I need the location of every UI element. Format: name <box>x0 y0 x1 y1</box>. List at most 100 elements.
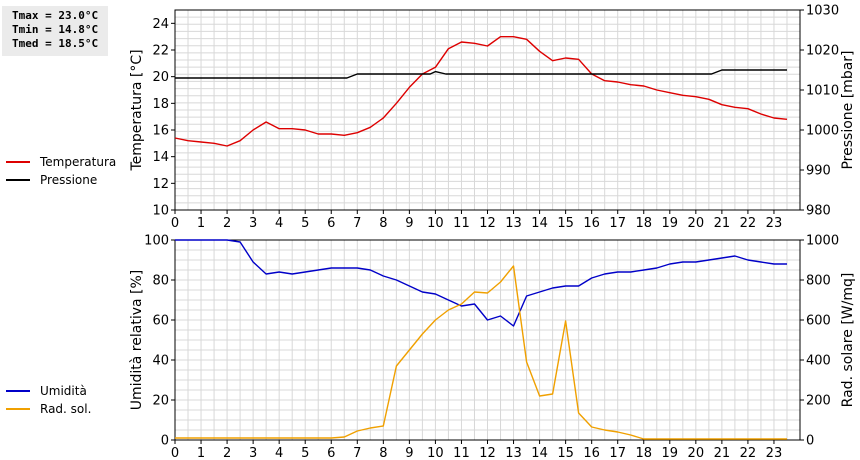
y-tick-label: 100 <box>144 234 169 249</box>
x-tick-label: 3 <box>249 446 257 460</box>
y2-tick-label: 600 <box>806 314 831 329</box>
legend-label-rad-sol: Rad. sol. <box>40 402 92 416</box>
x-tick-label: 15 <box>557 446 574 460</box>
x-tick-label: 5 <box>301 446 309 460</box>
legend-swatch-umidita <box>6 390 30 392</box>
x-tick-label: 2 <box>223 446 231 460</box>
y-tick-label: 10 <box>152 204 169 219</box>
x-tick-label: 5 <box>301 216 309 231</box>
legend-item-umidita: Umidità <box>6 382 91 400</box>
legend-item-pressione: Pressione <box>6 171 116 189</box>
x-tick-label: 22 <box>740 216 757 231</box>
y2-tick-label: 980 <box>806 204 831 219</box>
tmed-stat: Tmed = 18.5°C <box>12 37 99 50</box>
x-tick-label: 13 <box>505 446 522 460</box>
legend-label-pressione: Pressione <box>40 173 98 187</box>
x-tick-label: 23 <box>766 216 783 231</box>
x-tick-label: 4 <box>275 216 283 231</box>
x-tick-label: 3 <box>249 216 257 231</box>
y-tick-label: 24 <box>152 17 169 32</box>
y-tick-label: 12 <box>152 177 169 192</box>
x-tick-label: 16 <box>583 216 600 231</box>
x-tick-label: 6 <box>327 446 335 460</box>
x-tick-label: 19 <box>662 446 679 460</box>
legend-bottom: Umidità Rad. sol. <box>6 382 91 418</box>
x-tick-label: 13 <box>505 216 522 231</box>
y2-tick-label: 1000 <box>806 124 839 139</box>
x-tick-label: 0 <box>171 446 179 460</box>
x-tick-label: 20 <box>688 216 705 231</box>
x-tick-label: 10 <box>427 446 444 460</box>
y-tick-label: 40 <box>152 354 169 369</box>
x-tick-label: 15 <box>557 216 574 231</box>
x-tick-label: 7 <box>353 446 361 460</box>
x-tick-label: 17 <box>609 446 626 460</box>
y2-tick-label: 400 <box>806 354 831 369</box>
x-tick-label: 2 <box>223 216 231 231</box>
x-tick-label: 14 <box>531 216 548 231</box>
series-line-rad-sol <box>175 265 787 440</box>
y-tick-label: 16 <box>152 124 169 139</box>
series-line-pressione <box>175 69 787 79</box>
series-line-temperatura <box>174 36 788 147</box>
x-tick-label: 22 <box>740 446 757 460</box>
y2-tick-label: 0 <box>806 434 814 449</box>
x-tick-label: 6 <box>327 216 335 231</box>
series-line-umidit <box>175 239 787 327</box>
tmax-stat: Tmax = 23.0°C <box>12 9 99 22</box>
x-tick-label: 11 <box>453 446 470 460</box>
x-tick-label: 9 <box>405 216 413 231</box>
bottom-y2-axis-label: Rad. solare [W/mq] <box>840 273 856 408</box>
x-tick-label: 16 <box>583 446 600 460</box>
stats-box: Tmax = 23.0°C Tmin = 14.8°C Tmed = 18.5°… <box>2 6 108 56</box>
x-tick-label: 7 <box>353 216 361 231</box>
x-tick-label: 12 <box>479 216 496 231</box>
x-tick-label: 21 <box>714 216 731 231</box>
x-tick-label: 23 <box>766 446 783 460</box>
x-tick-label: 19 <box>662 216 679 231</box>
top-y2-axis-label: Pressione [mbar] <box>840 50 856 169</box>
x-tick-label: 12 <box>479 446 496 460</box>
y2-tick-label: 800 <box>806 274 831 289</box>
x-tick-label: 11 <box>453 216 470 231</box>
x-tick-label: 1 <box>197 446 205 460</box>
legend-swatch-pressione <box>6 179 30 181</box>
legend-label-temperatura: Temperatura <box>40 155 117 169</box>
x-tick-label: 0 <box>171 216 179 231</box>
x-tick-label: 1 <box>197 216 205 231</box>
x-tick-label: 18 <box>635 216 652 231</box>
y2-tick-label: 1010 <box>806 84 839 99</box>
bottom-y-axis-label: Umidità relativa [%] <box>129 270 145 411</box>
y2-tick-label: 1020 <box>806 44 839 59</box>
legend-top: Temperatura Pressione <box>6 153 116 189</box>
y-tick-label: 18 <box>152 97 169 112</box>
y-tick-label: 60 <box>152 314 169 329</box>
y2-tick-label: 1000 <box>806 234 839 249</box>
legend-item-temperatura: Temperatura <box>6 153 116 171</box>
x-tick-label: 21 <box>714 446 731 460</box>
legend-label-umidita: Umidità <box>40 384 87 398</box>
tmin-stat: Tmin = 14.8°C <box>12 23 99 36</box>
y2-tick-label: 200 <box>806 394 831 409</box>
legend-item-rad-sol: Rad. sol. <box>6 400 91 418</box>
x-tick-label: 20 <box>688 446 705 460</box>
y-tick-label: 20 <box>152 394 169 409</box>
x-tick-label: 9 <box>405 446 413 460</box>
y-tick-label: 22 <box>152 44 169 59</box>
y2-tick-label: 990 <box>806 164 831 179</box>
y-tick-label: 0 <box>161 434 169 449</box>
x-tick-label: 14 <box>531 446 548 460</box>
top-y-axis-label: Temperatura [°C] <box>129 49 145 171</box>
x-tick-label: 8 <box>379 446 387 460</box>
x-tick-label: 8 <box>379 216 387 231</box>
x-tick-label: 4 <box>275 446 283 460</box>
x-tick-label: 17 <box>609 216 626 231</box>
legend-swatch-rad-sol <box>6 408 30 410</box>
legend-swatch-temperatura <box>6 161 30 163</box>
y-tick-label: 20 <box>152 70 169 85</box>
x-tick-label: 10 <box>427 216 444 231</box>
x-tick-label: 18 <box>635 446 652 460</box>
y-tick-label: 80 <box>152 274 169 289</box>
y2-tick-label: 1030 <box>806 4 839 19</box>
